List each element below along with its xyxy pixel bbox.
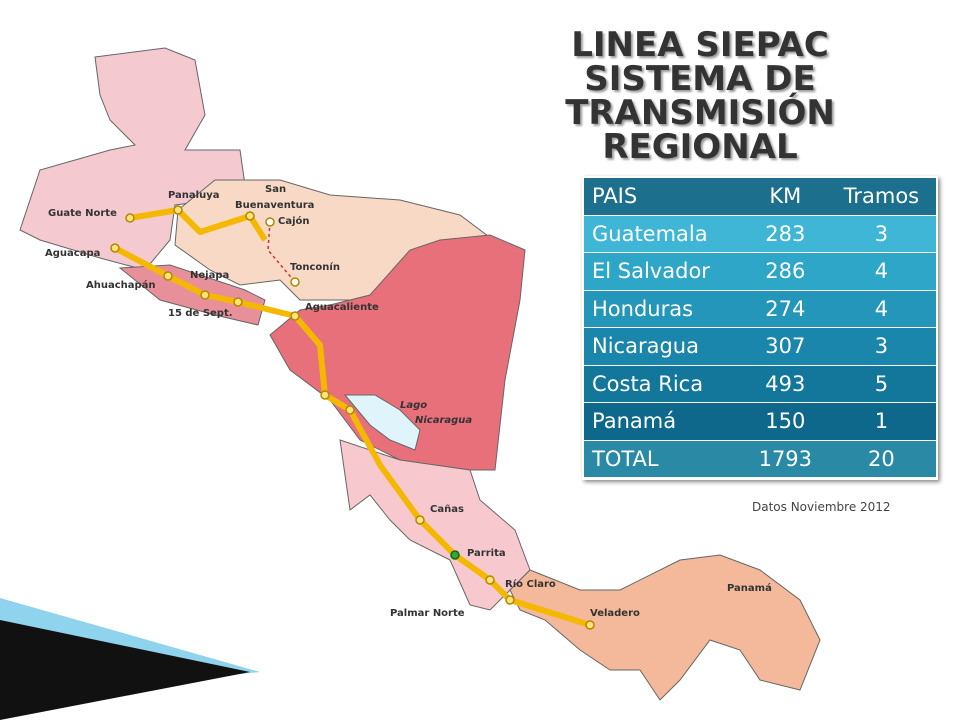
table-cell: 274 [743, 290, 827, 328]
route [113, 245, 591, 628]
table-cell: 3 [826, 215, 936, 253]
table-cell: 4 [826, 253, 936, 291]
table-cell: Honduras [584, 290, 744, 328]
table-cell: Panamá [584, 403, 744, 441]
table-cell: 307 [743, 328, 827, 366]
lake [343, 394, 421, 451]
map-label: Guate Norte [48, 208, 117, 219]
nicaragua [269, 234, 526, 471]
costa-rica [339, 439, 531, 611]
table-row: Panamá 150 1 [584, 403, 936, 441]
title-line: LINEA SIEPAC [571, 25, 829, 65]
table-row: Nicaragua 307 3 [584, 328, 936, 366]
table-cell: PAIS [584, 178, 744, 216]
map-label: Aguacaliente [305, 302, 379, 313]
table-cell: 4 [826, 290, 936, 328]
table-row: TOTAL 1793 20 [584, 440, 936, 478]
el-salvador [118, 264, 266, 326]
table-cell: El Salvador [584, 253, 744, 291]
table-row: Guatemala 283 3 [584, 215, 936, 253]
map-label: Panaluya [168, 190, 220, 201]
map-label: Aguacapa [45, 248, 100, 259]
table-cell: TOTAL [584, 440, 744, 478]
map-label: Nicaragua [415, 415, 472, 426]
map-label: Ahuachapán [86, 279, 156, 291]
note: Datos Noviembre 2012 [752, 500, 891, 514]
table-cell: 493 [743, 365, 827, 403]
map-label: 15 de Sept. [168, 308, 233, 319]
substations [110, 205, 595, 630]
table-row: El Salvador 286 4 [584, 253, 936, 291]
table-cell: KM [743, 178, 827, 216]
table-cell: Costa Rica [584, 365, 744, 403]
title: LINEA SIEPAC SISTEMA DE TRANSMISIÓN REGI… [470, 28, 930, 164]
table-row: Honduras 274 4 [584, 290, 936, 328]
map-label: Río Claro [505, 578, 556, 590]
map-label: Panamá [727, 582, 772, 594]
map-label: Veladero [590, 608, 640, 619]
table-cell: 150 [743, 403, 827, 441]
table-cell: 3 [826, 328, 936, 366]
map-label: Palmar Norte [390, 608, 465, 619]
data-table: PAIS KM Tramos Guatemala 283 3 El Salvador 286 4… [582, 176, 938, 480]
map-label: Buenaventura [235, 200, 314, 211]
title-line: SISTEMA DE [584, 59, 816, 99]
map-label: Nejapa [190, 270, 229, 281]
title-line: TRANSMISIÓN REGIONAL [565, 93, 835, 167]
table-cell: Tramos [826, 178, 936, 216]
table-row: PAIS KM Tramos [584, 178, 936, 216]
swoosh [0, 620, 250, 720]
route [129, 207, 268, 242]
table-cell: 1793 [743, 440, 827, 478]
table-row: Costa Rica 493 5 [584, 365, 936, 403]
table-cell: Nicaragua [584, 328, 744, 366]
guatemala [19, 47, 246, 271]
map-label: Cañas [430, 504, 464, 515]
table-cell: 5 [826, 365, 936, 403]
table-cell: 283 [743, 215, 827, 253]
table-cell: 286 [743, 253, 827, 291]
panama [509, 554, 821, 701]
map-label: Tonconín [290, 261, 340, 273]
map-label: Lago [400, 400, 427, 411]
map-label: Cajón [278, 215, 310, 227]
map-label: Parrita [467, 548, 506, 559]
table-cell: 20 [826, 440, 936, 478]
table-cell: Guatemala [584, 215, 744, 253]
route-planned [267, 221, 296, 283]
table-cell: 1 [826, 403, 936, 441]
map-label: San [265, 184, 286, 195]
